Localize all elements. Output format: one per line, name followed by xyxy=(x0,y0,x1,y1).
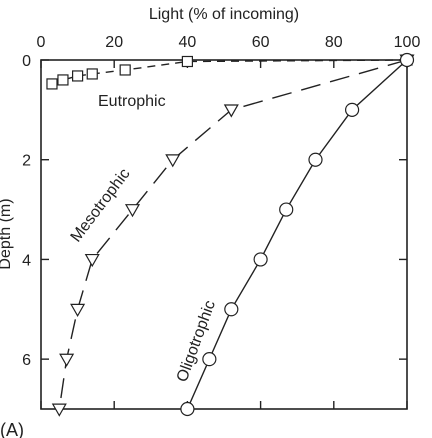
x-tick-label: 0 xyxy=(37,34,46,51)
y-tick-label: 2 xyxy=(22,153,31,170)
x-tick-label: 80 xyxy=(325,34,343,51)
plot-frame xyxy=(40,59,408,410)
x-tick-label: 100 xyxy=(394,34,421,51)
data-point-oligotrophic xyxy=(202,352,217,367)
series-line-oligotrophic xyxy=(186,59,408,410)
data-point-oligotrophic xyxy=(399,52,415,68)
y-tick-label: 4 xyxy=(22,252,31,269)
data-point-eutrophic xyxy=(71,70,84,82)
series-line-eutrophic xyxy=(51,59,408,85)
data-point-mesotrophic xyxy=(70,303,86,317)
x-tick-label: 60 xyxy=(252,34,270,51)
data-point-mesotrophic xyxy=(51,403,67,417)
y-axis-label: Depth (m) xyxy=(0,198,14,269)
data-point-oligotrophic xyxy=(253,252,268,267)
x-tick-label: 40 xyxy=(179,34,197,51)
data-point-eutrophic xyxy=(86,68,98,80)
panel-label: (A) xyxy=(0,420,24,438)
data-point-mesotrophic xyxy=(59,353,75,367)
x-tick-label: 20 xyxy=(105,34,123,51)
data-point-oligotrophic xyxy=(180,401,195,417)
series-label-oligotrophic: Oligotrophic xyxy=(174,298,219,384)
y-tick-label: 6 xyxy=(22,352,31,369)
data-point-oligotrophic xyxy=(345,102,360,117)
data-point-eutrophic xyxy=(46,78,58,90)
x-axis-label: Light (% of incoming) xyxy=(149,6,299,23)
series-label-mesotrophic: Mesotrophic xyxy=(68,166,134,246)
data-point-eutrophic xyxy=(57,74,69,86)
data-point-mesotrophic xyxy=(165,154,181,168)
data-point-eutrophic xyxy=(119,64,131,76)
data-point-oligotrophic xyxy=(224,302,239,317)
data-point-mesotrophic xyxy=(223,104,239,118)
series-line-mesotrophic xyxy=(58,59,408,410)
data-point-oligotrophic xyxy=(279,202,294,217)
data-point-eutrophic xyxy=(181,55,193,68)
data-point-oligotrophic xyxy=(308,152,323,167)
y-tick-label: 0 xyxy=(22,53,31,70)
series-label-eutrophic: Eutrophic xyxy=(98,93,166,110)
data-point-mesotrophic xyxy=(84,253,100,268)
data-point-mesotrophic xyxy=(124,204,141,218)
